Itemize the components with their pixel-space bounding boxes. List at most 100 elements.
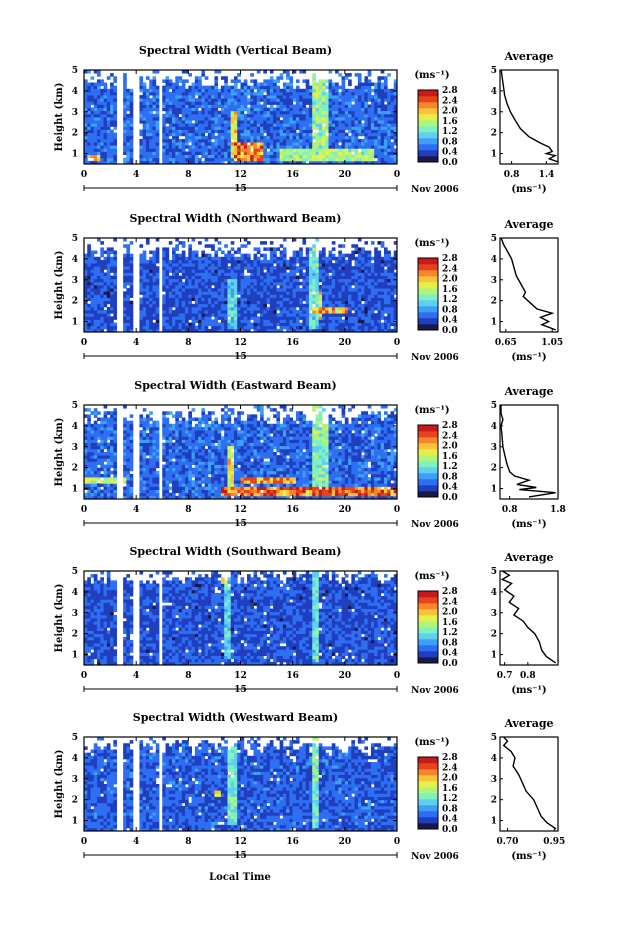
heatmap-cell bbox=[243, 253, 248, 258]
heatmap-cell bbox=[162, 294, 166, 298]
heatmap-cell bbox=[201, 110, 206, 115]
heatmap-cell bbox=[312, 132, 316, 137]
heatmap-cell bbox=[243, 306, 248, 311]
heatmap-cell bbox=[87, 452, 91, 456]
heatmap-cell bbox=[256, 132, 261, 137]
heatmap-cell bbox=[341, 148, 346, 152]
heatmap-cell bbox=[230, 256, 235, 261]
heatmap-cell bbox=[100, 325, 104, 330]
heatmap-cell bbox=[256, 259, 261, 264]
heatmap-cell bbox=[194, 316, 199, 320]
heatmap-cell bbox=[312, 322, 316, 327]
avg-y-tick-label: 3 bbox=[491, 108, 497, 118]
heatmap-cell bbox=[348, 117, 352, 121]
heatmap-cell bbox=[204, 300, 209, 305]
heatmap-cell bbox=[152, 278, 157, 283]
heatmap-cell bbox=[97, 85, 101, 90]
heatmap-cell bbox=[299, 123, 303, 127]
heatmap-cell bbox=[224, 322, 228, 327]
heatmap-cell bbox=[338, 95, 342, 99]
heatmap-cell bbox=[142, 88, 147, 93]
heatmap-cell bbox=[129, 145, 134, 149]
heatmap-cell bbox=[100, 448, 104, 453]
heatmap-cell bbox=[87, 483, 91, 487]
average-profile-line bbox=[500, 69, 559, 163]
heatmap-cell bbox=[240, 142, 245, 146]
heatmap-cell bbox=[390, 300, 395, 305]
heatmap-cell bbox=[279, 291, 284, 295]
colorbar-swatch bbox=[418, 96, 438, 103]
heatmap-cell bbox=[188, 148, 192, 152]
heatmap-cell bbox=[312, 148, 316, 152]
heatmap-cell bbox=[178, 110, 183, 115]
heatmap-cell bbox=[354, 306, 359, 311]
heatmap-cell bbox=[230, 91, 235, 96]
heatmap-cell bbox=[322, 85, 326, 90]
heatmap-cell bbox=[315, 310, 320, 314]
heatmap-cell bbox=[152, 145, 157, 149]
heatmap-cell bbox=[354, 294, 359, 298]
heatmap-cell bbox=[123, 82, 127, 87]
heatmap-cell bbox=[110, 288, 114, 292]
heatmap-cell bbox=[90, 489, 95, 494]
heatmap-cell bbox=[178, 88, 183, 93]
heatmap-cell bbox=[344, 291, 349, 295]
heatmap-cell bbox=[393, 253, 398, 258]
heatmap-cell bbox=[224, 79, 228, 83]
heatmap-cell bbox=[175, 157, 179, 162]
heatmap-cell bbox=[168, 126, 173, 130]
heatmap-cell bbox=[266, 322, 271, 327]
heatmap-cell bbox=[361, 250, 365, 255]
heatmap-cell bbox=[266, 319, 271, 323]
heatmap-cell bbox=[172, 247, 176, 251]
heatmap-cell bbox=[380, 107, 385, 112]
heatmap-cell bbox=[370, 300, 375, 305]
heatmap-cell bbox=[103, 313, 108, 317]
heatmap-cell bbox=[185, 272, 189, 276]
heatmap-cell bbox=[328, 253, 333, 258]
heatmap-cell bbox=[335, 145, 339, 149]
heatmap-cell bbox=[217, 322, 222, 327]
heatmap-cell bbox=[84, 328, 88, 333]
heatmap-cell bbox=[256, 297, 261, 302]
heatmap-cell bbox=[322, 120, 326, 124]
colorbar-tick-label: 0.8 bbox=[442, 137, 458, 147]
heatmap-cell bbox=[165, 313, 170, 317]
heatmap-cell bbox=[87, 154, 91, 159]
heatmap-cell bbox=[247, 269, 251, 273]
heatmap-cell bbox=[126, 278, 131, 283]
heatmap-cell bbox=[253, 85, 258, 90]
heatmap-cell bbox=[341, 256, 346, 261]
heatmap-cell bbox=[247, 316, 251, 320]
heatmap-cell bbox=[322, 328, 326, 333]
heatmap-cell bbox=[110, 247, 114, 251]
heatmap-cell bbox=[113, 291, 117, 295]
heatmap-cell bbox=[129, 126, 134, 130]
heatmap-cell bbox=[266, 129, 271, 134]
heatmap-cell bbox=[217, 281, 222, 286]
heatmap-cell bbox=[185, 325, 189, 330]
heatmap-cell bbox=[149, 281, 153, 286]
heatmap-cell bbox=[348, 110, 352, 115]
heatmap-cell bbox=[181, 132, 186, 137]
heatmap-cell bbox=[325, 154, 329, 159]
heatmap-cell bbox=[253, 154, 258, 159]
heatmap-cell bbox=[273, 157, 277, 162]
heatmap-cell bbox=[315, 259, 320, 264]
heatmap-cell bbox=[240, 253, 245, 258]
heatmap-cell bbox=[172, 88, 176, 93]
heatmap-cell bbox=[237, 73, 241, 77]
heatmap-cell bbox=[97, 238, 101, 242]
heatmap-cell bbox=[312, 95, 316, 99]
heatmap-cell bbox=[185, 281, 189, 286]
heatmap-cell bbox=[149, 256, 153, 261]
heatmap-cell bbox=[178, 269, 183, 273]
heatmap-cell bbox=[247, 148, 251, 152]
heatmap-cell bbox=[292, 253, 297, 258]
heatmap-cell bbox=[338, 253, 342, 258]
heatmap-cell bbox=[295, 79, 300, 83]
heatmap-cell bbox=[250, 275, 254, 280]
heatmap-cell bbox=[224, 123, 228, 127]
heatmap-cell bbox=[123, 138, 127, 143]
heatmap-cell bbox=[175, 238, 179, 242]
